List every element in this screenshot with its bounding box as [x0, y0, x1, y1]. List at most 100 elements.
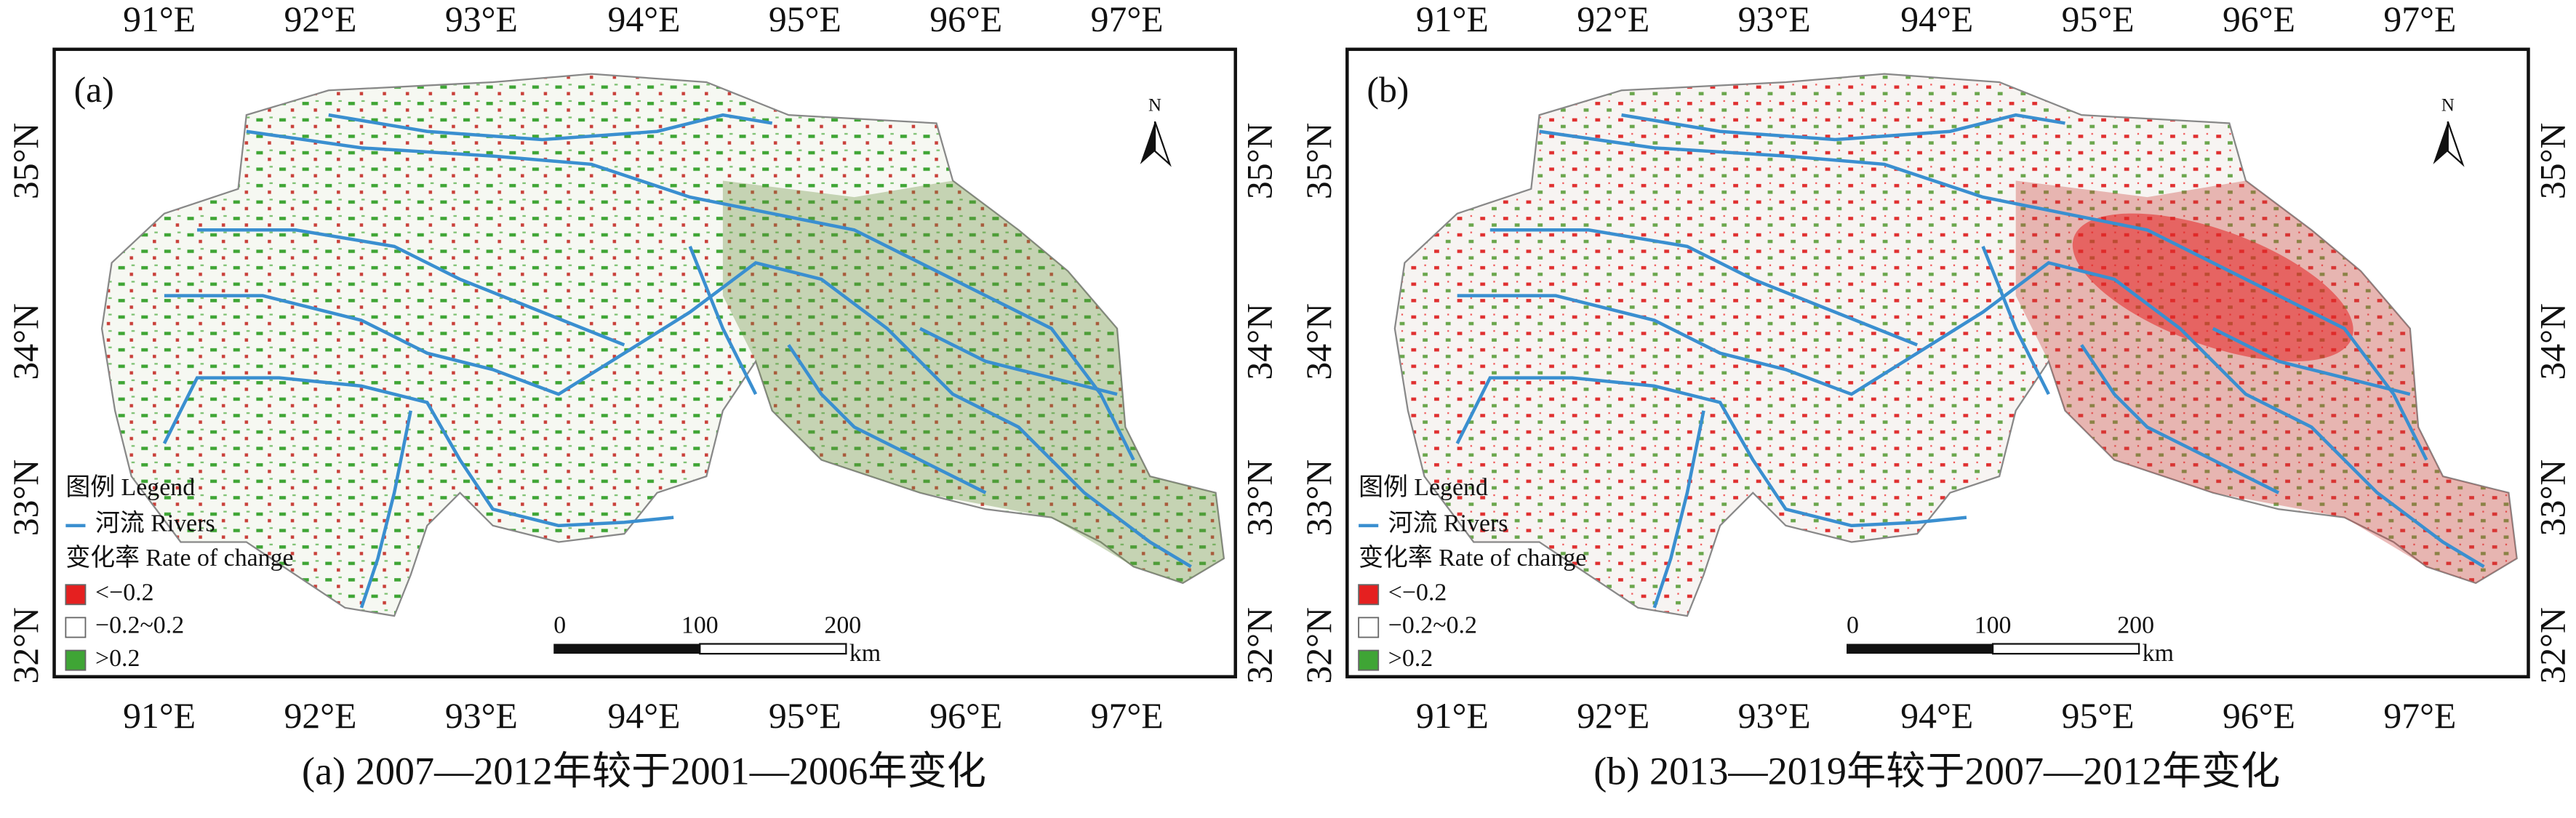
- legend-swatch: [1358, 617, 1380, 638]
- scale-unit: km: [2143, 640, 2174, 667]
- lon-label-top: 92°E: [1577, 0, 1649, 39]
- lat-label-left: 34°N: [6, 303, 46, 380]
- legend-swatch: [65, 617, 87, 638]
- scale-bar-black: [553, 643, 700, 654]
- river: [2212, 326, 2411, 396]
- map-panel: (a) N 91°E 91°E 92°E 92°E 93°E 93°E 94°E 94°E 95°E…: [6, 0, 1279, 793]
- scale-unit: km: [849, 640, 881, 667]
- eastern-change-zone: [722, 180, 1224, 583]
- legend-swatch: [65, 649, 87, 671]
- river: [164, 261, 1192, 569]
- river: [1539, 129, 2428, 461]
- panel-label: (a): [74, 70, 114, 110]
- panel-label: (b): [1367, 70, 1409, 110]
- legend-class: −0.2~0.2: [95, 612, 184, 639]
- legend-class: >0.2: [95, 645, 140, 672]
- legend-title: 图例 Legend: [1359, 474, 1488, 501]
- north-label: N: [2441, 96, 2455, 116]
- lon-label-bottom: 93°E: [1738, 696, 1811, 736]
- map-panel: (b) N 91°E 91°E 92°E 92°E 93°E 93°E 94°E 94°E 95°E…: [1299, 0, 2572, 793]
- lon-label-bottom: 95°E: [2062, 696, 2135, 736]
- legend-class: >0.2: [1388, 645, 1433, 672]
- scale-bar-white: [1991, 643, 2140, 655]
- river: [1652, 410, 1705, 609]
- lat-label-left: 35°N: [1299, 123, 1339, 199]
- scale-label: 100: [1975, 612, 2012, 639]
- lon-label-top: 91°E: [1416, 0, 1489, 39]
- river: [328, 113, 773, 142]
- decline-cluster: [2072, 213, 2353, 362]
- lat-label-right: 34°N: [1240, 303, 1280, 380]
- panel-caption: (a) 2007—2012年较于2001—2006年变化: [302, 750, 986, 793]
- panel-caption: (b) 2013—2019年较于2007—2012年变化: [1593, 750, 2280, 793]
- lat-label-right: 32°N: [2532, 607, 2572, 683]
- river: [919, 326, 1118, 396]
- scale-label: 0: [1847, 612, 1859, 639]
- lat-label-right: 34°N: [2532, 303, 2572, 380]
- legend-swatch: [1358, 649, 1380, 671]
- river: [1489, 228, 1919, 347]
- river: [162, 376, 674, 528]
- lon-label-bottom: 93°E: [445, 696, 518, 736]
- lat-label-left: 34°N: [1299, 303, 1339, 380]
- legend-swatch: [1358, 584, 1380, 606]
- lon-label-bottom: 91°E: [123, 696, 196, 736]
- lat-label-left: 32°N: [1299, 607, 1339, 683]
- lon-label-top: 92°E: [284, 0, 357, 39]
- legend-rivers: 河流 Rivers: [1388, 510, 1508, 537]
- river: [787, 344, 987, 494]
- lat-label-left: 33°N: [6, 460, 46, 536]
- scale-bar-white: [699, 643, 847, 655]
- legend-rate-title: 变化率 Rate of change: [1359, 544, 1586, 572]
- lon-label-bottom: 97°E: [2383, 696, 2456, 736]
- lat-label-left: 33°N: [1299, 460, 1339, 536]
- lat-label-left: 35°N: [6, 123, 46, 199]
- river: [1981, 246, 2050, 396]
- lon-label-top: 91°E: [123, 0, 196, 39]
- lon-label-top: 95°E: [769, 0, 841, 39]
- legend-title: 图例 Legend: [65, 474, 195, 501]
- lon-label-bottom: 92°E: [284, 696, 357, 736]
- river: [1621, 113, 2065, 142]
- legend-rate-title: 变化率 Rate of change: [65, 544, 293, 572]
- north-arrow: [1153, 121, 1172, 167]
- river: [1455, 376, 1967, 528]
- lon-label-top: 96°E: [929, 0, 1002, 39]
- scale-label: 100: [681, 612, 719, 639]
- lon-label-bottom: 97°E: [1091, 696, 1164, 736]
- river: [1457, 261, 2485, 569]
- lon-label-top: 94°E: [608, 0, 681, 39]
- lat-label-right: 32°N: [1240, 607, 1280, 683]
- legend-class: <−0.2: [1388, 580, 1447, 606]
- lat-label-right: 33°N: [1240, 460, 1280, 536]
- lat-label-right: 35°N: [1240, 123, 1280, 199]
- north-label: N: [1148, 96, 1161, 116]
- study-area: [100, 73, 1225, 617]
- lon-label-top: 97°E: [1091, 0, 1164, 39]
- lon-label-top: 93°E: [445, 0, 518, 39]
- lat-label-right: 33°N: [2532, 460, 2572, 536]
- lon-label-top: 96°E: [2223, 0, 2295, 39]
- scale-label: 200: [824, 612, 861, 639]
- north-arrow: [2447, 121, 2465, 167]
- lon-label-bottom: 94°E: [1900, 696, 1973, 736]
- lon-label-bottom: 96°E: [2223, 696, 2295, 736]
- lat-label-right: 35°N: [2532, 123, 2572, 199]
- scale-label: 0: [553, 612, 566, 639]
- lon-label-bottom: 96°E: [929, 696, 1002, 736]
- legend-class: <−0.2: [95, 580, 154, 606]
- legend-rivers: 河流 Rivers: [95, 510, 215, 537]
- lon-label-top: 97°E: [2383, 0, 2456, 39]
- lon-label-bottom: 95°E: [769, 696, 841, 736]
- study-area: [1393, 73, 2518, 617]
- river: [246, 129, 1135, 461]
- scale-label: 200: [2117, 612, 2154, 639]
- scale-bar-black: [1847, 643, 1993, 654]
- lon-label-bottom: 94°E: [608, 696, 681, 736]
- lon-label-top: 93°E: [1738, 0, 1811, 39]
- lat-label-left: 32°N: [6, 607, 46, 683]
- legend-class: −0.2~0.2: [1388, 612, 1477, 639]
- lon-label-top: 95°E: [2062, 0, 2135, 39]
- river: [197, 228, 625, 347]
